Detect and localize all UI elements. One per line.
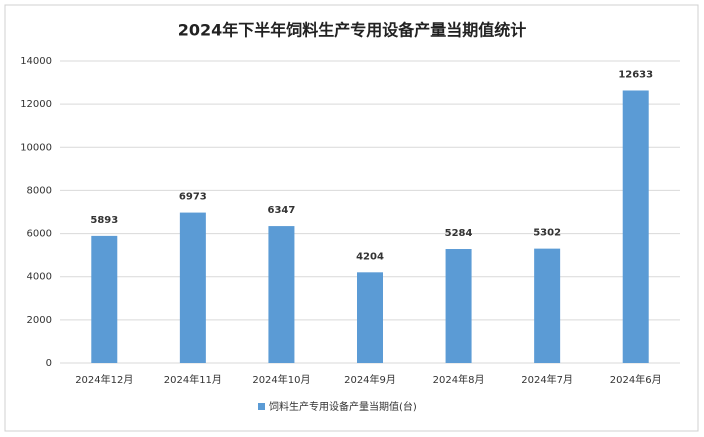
data-label: 5893 (90, 215, 118, 226)
bar (357, 272, 383, 363)
y-tick-label: 14000 (20, 56, 52, 67)
chart-border (4, 4, 699, 432)
x-tick-label: 2024年7月 (521, 373, 573, 386)
chart-title: 2024年下半年饲料生产专用设备产量当期值统计 (178, 21, 527, 40)
x-tick-label: 2024年11月 (164, 373, 222, 386)
y-tick-label: 4000 (27, 272, 52, 283)
bar (445, 249, 472, 363)
data-label: 6973 (179, 192, 207, 203)
data-label: 5284 (445, 228, 473, 239)
y-tick-label: 8000 (27, 185, 52, 196)
data-label: 5302 (533, 228, 561, 239)
y-tick-label: 0 (46, 358, 52, 369)
y-tick-label: 10000 (20, 142, 52, 153)
y-tick-label: 2000 (27, 315, 52, 326)
x-tick-label: 2024年6月 (610, 373, 662, 386)
legend-label: 饲料生产专用设备产量当期值(台) (269, 400, 417, 413)
bar (622, 90, 649, 363)
data-label: 12633 (618, 69, 653, 80)
data-label: 4204 (356, 251, 384, 262)
bar (179, 212, 206, 363)
legend-swatch (258, 403, 265, 410)
x-tick-label: 2024年9月 (344, 373, 396, 386)
bar (268, 226, 295, 363)
x-tick-label: 2024年10月 (252, 373, 310, 386)
x-tick-label: 2024年8月 (433, 373, 485, 386)
x-tick-label: 2024年12月 (75, 373, 133, 386)
data-label: 6347 (268, 205, 296, 216)
y-tick-label: 6000 (27, 229, 52, 240)
bar (534, 248, 561, 363)
bar (91, 235, 118, 363)
y-tick-label: 12000 (20, 99, 52, 110)
